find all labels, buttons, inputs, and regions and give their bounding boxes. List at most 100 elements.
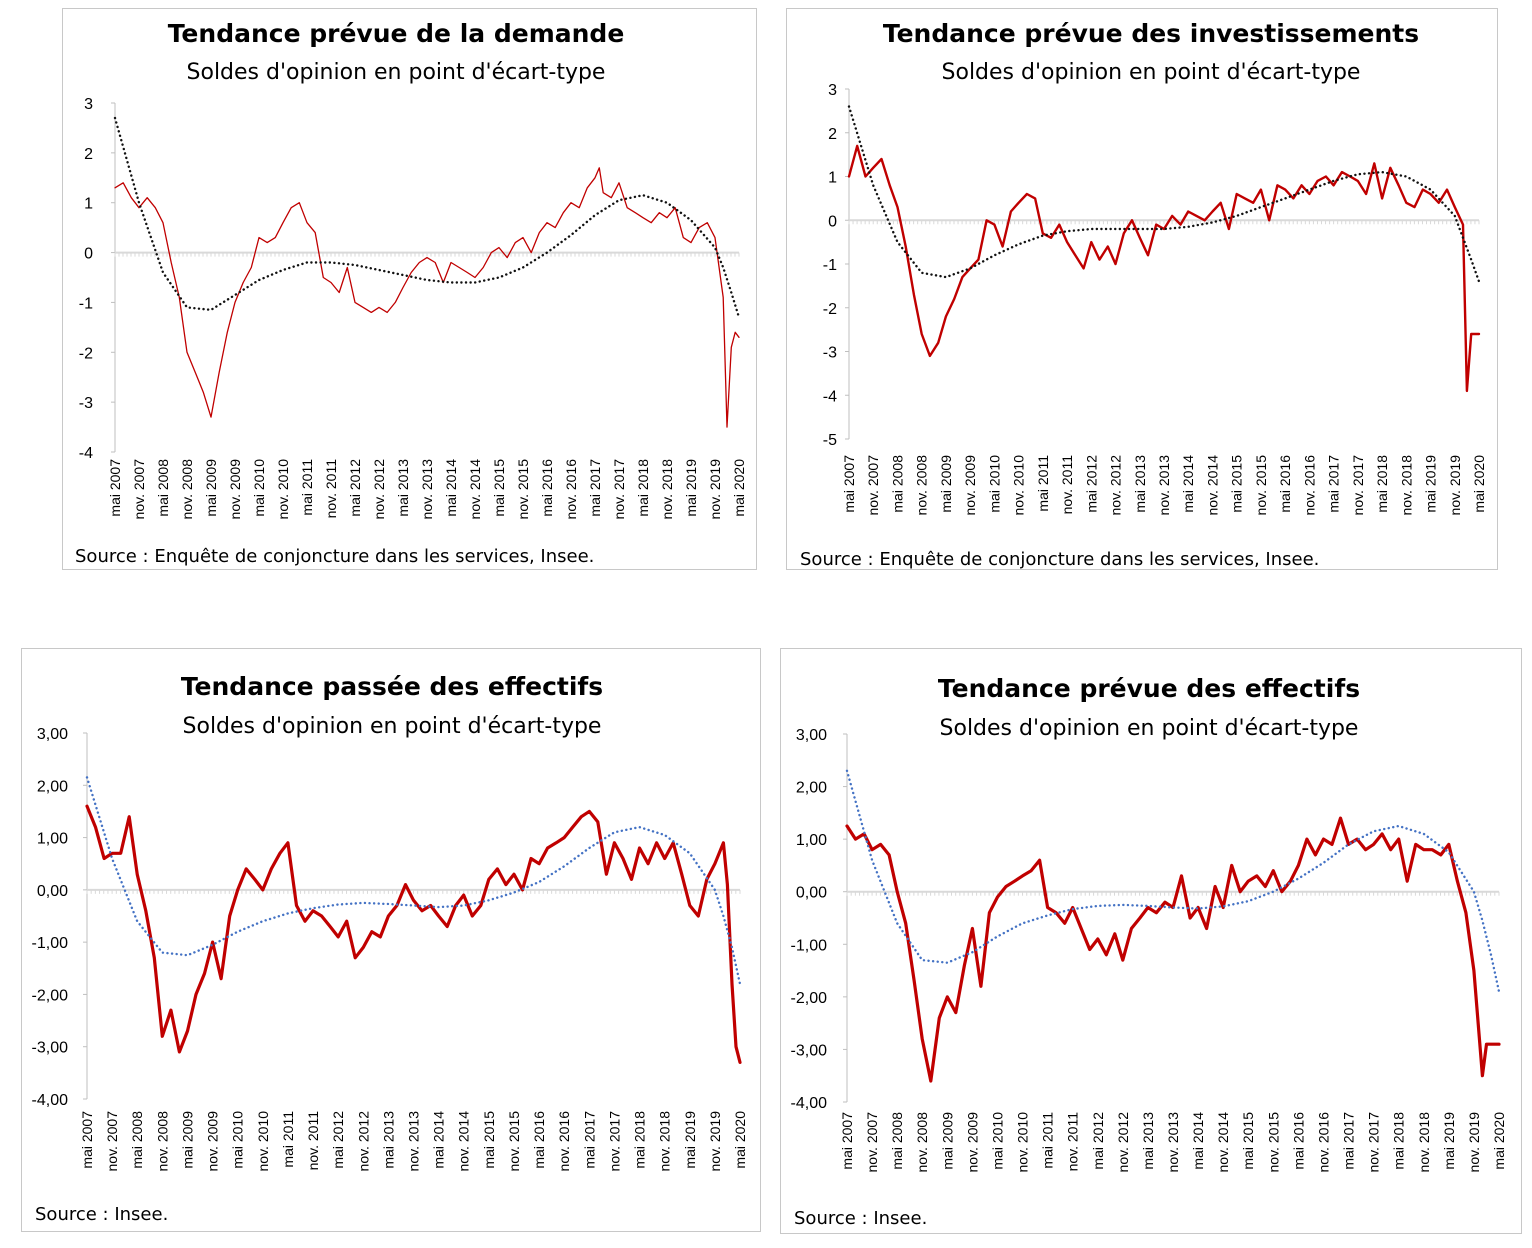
y-tick-label: -3 [823,345,837,362]
x-tick-label: nov. 2016 [1301,455,1317,516]
x-tick-label: mai 2018 [1391,1112,1407,1170]
x-tick-label: nov. 2018 [1416,1112,1432,1173]
x-tick-label: mai 2013 [1140,1112,1156,1170]
x-tick-label: nov. 2011 [1059,455,1075,515]
x-tick-label: mai 2008 [889,1112,905,1170]
x-tick-label: nov. 2012 [1108,455,1124,516]
x-tick-label: mai 2016 [1290,1112,1306,1170]
x-tick-label: nov. 2011 [323,459,339,519]
x-tick-label: nov. 2016 [556,1111,572,1172]
x-tick-label: mai 2014 [1190,1112,1206,1170]
y-tick-label: -1,00 [791,937,828,954]
x-tick-label: nov. 2009 [964,1112,980,1173]
x-tick-label: nov. 2015 [1265,1112,1281,1173]
series-line [114,167,740,428]
chart-svg: Tendance prévue des effectifs Soldes d'op… [791,674,1507,1229]
x-tick-label: nov. 2014 [1204,455,1220,516]
y-tick-label: -2 [823,301,837,318]
y-tick-label: 1 [84,196,93,213]
x-tick-label: nov. 2016 [563,459,579,520]
chart-subtitle: Soldes d'opinion en point d'écart-type [187,60,606,85]
x-tick-label: mai 2018 [1374,455,1390,513]
x-tick-label: mai 2019 [1441,1112,1457,1170]
chart-title: Tendance prévue des effectifs [938,674,1360,703]
x-tick-label: mai 2010 [251,459,267,517]
x-tick-label: nov. 2017 [1366,1112,1382,1173]
x-tick-label: mai 2018 [635,459,651,517]
y-tick-label: 1,00 [37,831,68,848]
x-tick-label: nov. 2008 [179,459,195,520]
x-tick-label: mai 2017 [587,459,603,517]
x-tick-label: mai 2014 [443,459,459,517]
x-tick-label: nov. 2014 [1215,1112,1231,1173]
y-tick-label: -3,00 [791,1042,828,1059]
chart-title: Tendance prévue des investissements [883,19,1419,48]
x-tick-label: nov. 2011 [1065,1112,1081,1172]
chart-subtitle: Soldes d'opinion en point d'écart-type [940,716,1359,741]
source-note: Source : Insee. [35,1204,168,1225]
series-line [847,144,1481,393]
x-tick-label: nov. 2017 [606,1111,622,1172]
x-tick-label: mai 2010 [230,1111,246,1169]
x-tick-label: nov. 2007 [104,1111,120,1172]
x-tick-label: mai 2020 [1471,455,1487,513]
x-tick-label: nov. 2012 [1115,1112,1131,1173]
y-tick-label: -2 [79,345,93,362]
x-tick-label: mai 2012 [1083,455,1099,513]
x-tick-label: nov. 2015 [506,1111,522,1172]
x-tick-label: mai 2017 [1341,1112,1357,1170]
x-tick-label: mai 2010 [986,455,1002,513]
x-tick-label: mai 2020 [1491,1112,1507,1170]
x-tick-label: mai 2017 [581,1111,597,1169]
x-tick-label: mai 2019 [1423,455,1439,513]
x-tick-label: mai 2016 [539,459,555,517]
x-tick-label: mai 2017 [1326,455,1342,513]
x-tick-label: nov. 2009 [227,459,243,520]
x-tick-label: nov. 2009 [205,1111,221,1172]
x-tick-label: nov. 2016 [1315,1112,1331,1173]
x-tick-label: mai 2012 [347,459,363,517]
y-tick-label: 3 [84,96,93,113]
x-tick-label: mai 2015 [1229,455,1245,513]
x-tick-label: nov. 2012 [371,459,387,520]
x-tick-label: nov. 2013 [1165,1112,1181,1173]
x-tick-label: nov. 2017 [611,459,627,520]
y-tick-label: 2,00 [37,778,68,795]
x-tick-label: mai 2010 [989,1112,1005,1170]
series-line [85,804,742,1064]
y-tick-label: -3 [79,395,93,412]
y-tick-label: -2,00 [791,990,828,1007]
x-tick-label: nov. 2010 [255,1111,271,1172]
chart-title: Tendance prévue de la demande [168,19,625,48]
x-tick-label: nov. 2019 [707,459,723,520]
x-tick-label: mai 2016 [1277,455,1293,513]
y-tick-label: 2 [828,126,837,143]
y-tick-label: 2,00 [796,780,827,797]
series-line [845,816,1501,1083]
y-tick-label: -4 [823,388,837,405]
chart-subtitle: Soldes d'opinion en point d'écart-type [183,714,602,739]
x-tick-label: mai 2011 [280,1111,296,1168]
x-tick-label: mai 2012 [330,1111,346,1169]
x-tick-label: nov. 2019 [1466,1112,1482,1173]
x-tick-label: mai 2015 [481,1111,497,1169]
x-tick-label: nov. 2007 [131,459,147,520]
trend-line [85,776,742,986]
trend-line [847,105,1481,283]
x-tick-label: mai 2009 [938,455,954,513]
y-tick-label: 2 [84,146,93,163]
y-tick-label: -1 [823,257,837,274]
x-tick-label: nov. 2012 [355,1111,371,1172]
x-tick-label: nov. 2010 [1015,1112,1031,1173]
x-tick-label: nov. 2008 [154,1111,170,1172]
x-tick-label: mai 2011 [299,459,315,516]
chart-svg: Tendance passée des effectifs Soldes d'op… [32,672,748,1225]
y-tick-label: -1,00 [32,935,69,952]
chart-svg: Tendance prévue de la demande Soldes d'op… [75,19,747,567]
y-tick-label: 1,00 [796,832,827,849]
y-tick-label: -4,00 [32,1092,69,1109]
x-tick-label: nov. 2007 [865,455,881,516]
y-tick-label: -4,00 [791,1095,828,1112]
x-tick-label: mai 2007 [107,459,123,517]
y-tick-label: -1 [79,295,93,312]
